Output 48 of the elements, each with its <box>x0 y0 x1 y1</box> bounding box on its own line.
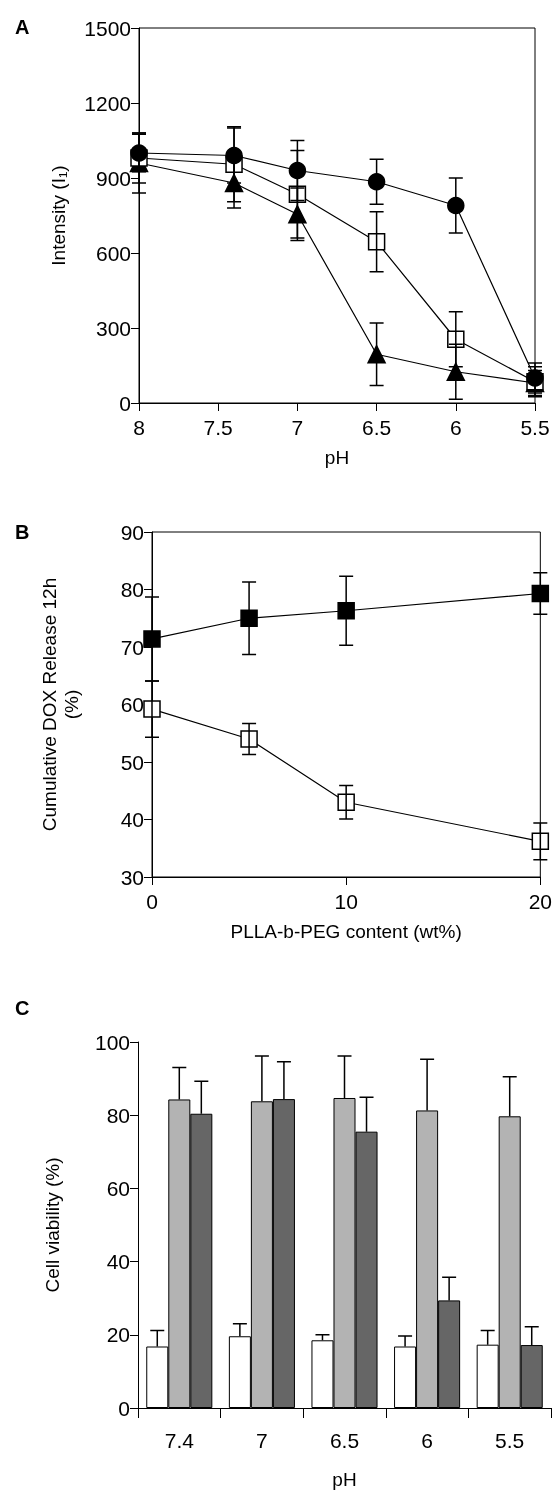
x-tick-label: 7.5 <box>203 416 233 439</box>
x-axis-title: PLLA-b-PEG content (wt%) <box>230 921 462 942</box>
y-tick-label: 80 <box>106 1103 130 1127</box>
y-tick-label: 100 <box>94 1030 130 1054</box>
y-tick-label: 900 <box>95 166 131 190</box>
y-tick-label: 20 <box>106 1323 130 1347</box>
x-tick-label: 0 <box>146 890 158 913</box>
x-tick-label: 6 <box>421 1429 433 1452</box>
x-tick-label: 6 <box>449 416 462 439</box>
x-tick-label: 6.5 <box>329 1429 360 1452</box>
x-tick-label: 5.5 <box>520 416 550 439</box>
y-tick-label: 1500 <box>84 16 131 40</box>
point <box>367 173 386 191</box>
y-tick-label: 300 <box>95 316 131 340</box>
y-tick-label: 50 <box>120 750 144 774</box>
x-tick-label: 7 <box>291 416 304 439</box>
y-tick-label: 30 <box>120 865 144 889</box>
y-tick-label: 0 <box>118 1396 130 1420</box>
y-tick-label: 600 <box>95 241 131 265</box>
x-tick-label: 20 <box>528 890 552 913</box>
x-tick-label: 7 <box>256 1429 268 1452</box>
x-tick-label: 8 <box>133 416 145 439</box>
y-tick-label: 60 <box>106 1176 130 1200</box>
y-tick-label: 70 <box>120 635 144 659</box>
x-tick-label: 6.5 <box>362 416 392 439</box>
point <box>288 161 307 180</box>
x-axis-title: pH <box>332 1469 357 1490</box>
point <box>288 205 307 224</box>
chart-title: B <box>15 521 30 543</box>
y-tick-label: 40 <box>120 808 144 831</box>
point <box>367 345 386 364</box>
y-tick-label: 1200 <box>84 91 131 115</box>
x-tick-label: 10 <box>334 890 358 913</box>
x-tick-label: 7.4 <box>164 1429 195 1452</box>
x-tick-label: 5.5 <box>495 1429 525 1452</box>
y-tick-label: 90 <box>120 520 144 544</box>
y-tick-label: 40 <box>106 1250 130 1274</box>
chart-title: A <box>15 16 30 38</box>
y-axis-title: Cell viability (%) <box>41 1157 63 1293</box>
point <box>337 602 355 620</box>
y-tick-label: 60 <box>120 693 144 716</box>
y-tick-label: 0 <box>119 391 131 415</box>
y-axis-title: Cumulative DOX Release 12h (%) <box>38 577 82 832</box>
point <box>367 233 386 251</box>
y-tick-label: 80 <box>120 578 144 601</box>
x-axis-title: pH <box>324 447 350 468</box>
chart-title: C <box>15 997 30 1019</box>
y-axis-title: Intensity (I₁) <box>47 165 69 266</box>
